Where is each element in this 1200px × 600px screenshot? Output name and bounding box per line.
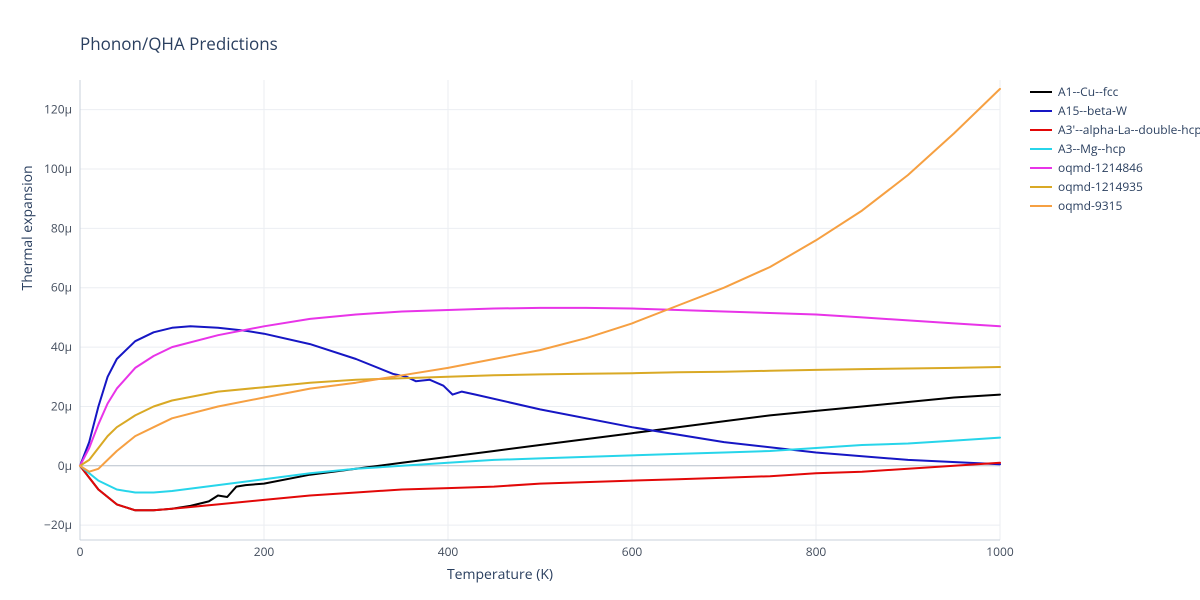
svg-text:0μ: 0μ <box>58 457 72 474</box>
legend-swatch <box>1030 167 1052 169</box>
legend-swatch <box>1030 110 1052 112</box>
legend-label: A15--beta-W <box>1058 102 1127 119</box>
legend-item[interactable]: A1--Cu--fcc <box>1030 82 1200 101</box>
chart-svg: 0 200 400 600 800 1000 −20μ 0μ 20μ 40μ 60μ 80μ 100μ 1… <box>0 0 1200 600</box>
svg-text:120μ: 120μ <box>44 101 72 118</box>
svg-text:600: 600 <box>622 543 643 560</box>
series-line[interactable] <box>80 463 1000 511</box>
legend-item[interactable]: A3--Mg--hcp <box>1030 139 1200 158</box>
legend-swatch <box>1030 91 1052 93</box>
legend-label: A3'--alpha-La--double-hcp <box>1058 121 1200 138</box>
svg-text:40μ: 40μ <box>51 338 72 355</box>
legend: A1--Cu--fcc A15--beta-W A3'--alpha-La--dou… <box>1030 82 1200 215</box>
legend-item[interactable]: oqmd-1214846 <box>1030 158 1200 177</box>
svg-text:60μ: 60μ <box>51 279 72 296</box>
legend-label: oqmd-9315 <box>1058 197 1122 214</box>
chart-container: Phonon/QHA Predictions Thermal expansion… <box>0 0 1200 600</box>
series-line[interactable] <box>80 308 1000 466</box>
svg-text:400: 400 <box>438 543 459 560</box>
legend-swatch <box>1030 186 1052 188</box>
svg-text:200: 200 <box>254 543 275 560</box>
series-line[interactable] <box>80 89 1000 472</box>
legend-swatch <box>1030 129 1052 131</box>
svg-text:800: 800 <box>806 543 827 560</box>
legend-item[interactable]: oqmd-1214935 <box>1030 177 1200 196</box>
svg-text:80μ: 80μ <box>51 219 72 236</box>
legend-item[interactable]: A3'--alpha-La--double-hcp <box>1030 120 1200 139</box>
legend-label: oqmd-1214846 <box>1058 159 1143 176</box>
series-line[interactable] <box>80 395 1000 511</box>
series-line[interactable] <box>80 367 1000 466</box>
svg-text:0: 0 <box>77 543 84 560</box>
legend-swatch <box>1030 205 1052 207</box>
svg-text:20μ: 20μ <box>51 397 72 414</box>
legend-label: A1--Cu--fcc <box>1058 83 1118 100</box>
legend-item[interactable]: oqmd-9315 <box>1030 196 1200 215</box>
svg-text:−20μ: −20μ <box>44 516 72 533</box>
legend-label: oqmd-1214935 <box>1058 178 1143 195</box>
legend-item[interactable]: A15--beta-W <box>1030 101 1200 120</box>
series-lines <box>80 89 1000 510</box>
svg-text:100μ: 100μ <box>44 160 72 177</box>
legend-label: A3--Mg--hcp <box>1058 140 1126 157</box>
tick-labels: 0 200 400 600 800 1000 −20μ 0μ 20μ 40μ 60μ 80μ 100μ 1… <box>44 101 1014 560</box>
legend-swatch <box>1030 148 1052 150</box>
svg-text:1000: 1000 <box>986 543 1014 560</box>
